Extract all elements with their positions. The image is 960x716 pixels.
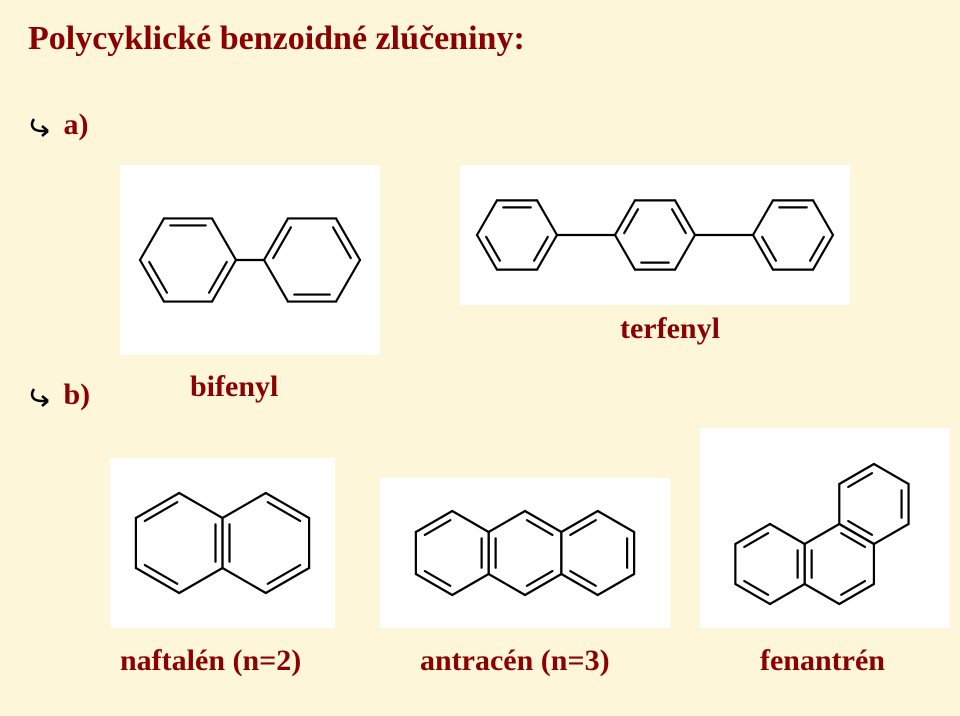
label-antracen: antracén (n=3) xyxy=(420,644,610,678)
bullet-a: a) xyxy=(28,108,89,142)
structure-naftalen xyxy=(110,458,335,628)
bullet-b-label: b) xyxy=(64,378,91,411)
fenantren-svg xyxy=(700,428,950,628)
bullet-a-label: a) xyxy=(64,108,89,141)
structure-fenantren xyxy=(700,428,950,628)
terfenyl-svg xyxy=(460,165,850,305)
arrow-bullet-icon xyxy=(28,385,56,409)
page-title: Polycyklické benzoidné zlúčeniny: xyxy=(28,20,525,58)
bifenyl-svg xyxy=(120,165,380,355)
label-naftalen: naftalén (n=2) xyxy=(120,644,301,678)
naftalen-svg xyxy=(110,458,335,628)
label-terfenyl: terfenyl xyxy=(620,312,720,346)
bullet-b: b) xyxy=(28,378,90,412)
label-fenantren: fenantrén xyxy=(760,644,885,678)
arrow-bullet-icon xyxy=(28,115,56,139)
structure-terfenyl xyxy=(460,165,850,305)
antracen-svg xyxy=(380,478,670,628)
label-bifenyl: bifenyl xyxy=(190,370,278,404)
slide-page: Polycyklické benzoidné zlúčeniny: a) b) … xyxy=(0,0,960,716)
structure-antracen xyxy=(380,478,670,628)
structure-bifenyl xyxy=(120,165,380,355)
